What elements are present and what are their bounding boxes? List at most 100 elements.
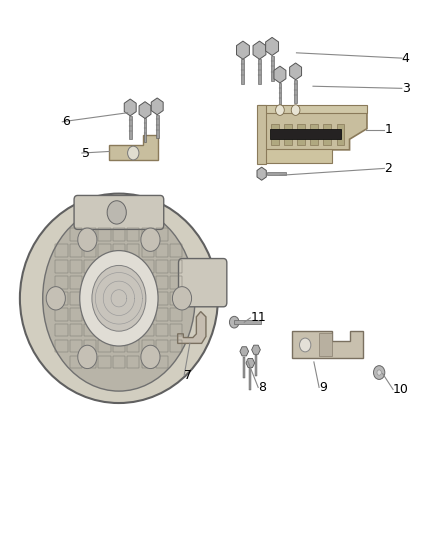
Bar xyxy=(70,308,82,320)
Circle shape xyxy=(127,146,139,160)
Bar xyxy=(70,244,82,257)
Bar xyxy=(55,260,67,273)
Bar xyxy=(170,324,183,336)
Circle shape xyxy=(43,206,195,391)
Bar xyxy=(99,340,111,352)
Circle shape xyxy=(141,228,160,252)
Bar xyxy=(156,356,168,368)
Ellipse shape xyxy=(20,193,218,403)
Polygon shape xyxy=(124,99,136,116)
Bar xyxy=(279,83,281,106)
Bar xyxy=(156,276,168,289)
Bar xyxy=(70,276,82,289)
Bar xyxy=(84,260,96,273)
Bar xyxy=(70,292,82,305)
Bar xyxy=(141,324,154,336)
Polygon shape xyxy=(284,124,292,144)
Text: 3: 3 xyxy=(402,82,410,95)
Bar xyxy=(127,228,139,241)
Bar xyxy=(156,324,168,336)
Text: 5: 5 xyxy=(82,147,90,159)
Bar xyxy=(127,292,139,305)
Polygon shape xyxy=(151,98,163,115)
Bar xyxy=(55,308,67,320)
Bar xyxy=(99,276,111,289)
Bar xyxy=(249,368,251,390)
Bar xyxy=(99,308,111,320)
Text: 6: 6 xyxy=(62,115,70,128)
Bar xyxy=(70,340,82,352)
Polygon shape xyxy=(266,37,279,55)
FancyBboxPatch shape xyxy=(74,196,164,229)
Bar xyxy=(156,292,168,305)
Bar xyxy=(156,244,168,257)
Bar xyxy=(99,356,111,368)
Bar xyxy=(170,308,183,320)
Polygon shape xyxy=(271,124,279,144)
Text: 9: 9 xyxy=(319,381,327,394)
Bar xyxy=(113,308,125,320)
Bar xyxy=(144,118,146,142)
Bar xyxy=(127,260,139,273)
Bar xyxy=(55,324,67,336)
Text: 7: 7 xyxy=(184,369,192,382)
Text: 4: 4 xyxy=(402,52,410,64)
Polygon shape xyxy=(319,333,332,356)
Circle shape xyxy=(276,105,284,115)
Polygon shape xyxy=(258,106,367,113)
Bar xyxy=(170,340,183,352)
Polygon shape xyxy=(292,331,363,358)
Bar xyxy=(84,356,96,368)
Polygon shape xyxy=(258,108,367,150)
Bar xyxy=(99,228,111,241)
Bar xyxy=(271,55,274,80)
Bar xyxy=(84,228,96,241)
Polygon shape xyxy=(178,312,206,343)
Bar xyxy=(113,356,125,368)
Circle shape xyxy=(141,345,160,369)
Bar xyxy=(84,324,96,336)
Bar xyxy=(170,260,183,273)
Circle shape xyxy=(230,317,239,328)
Circle shape xyxy=(107,201,126,224)
Bar xyxy=(70,324,82,336)
Polygon shape xyxy=(297,124,305,144)
Bar xyxy=(70,260,82,273)
Polygon shape xyxy=(290,63,302,80)
Circle shape xyxy=(78,345,97,369)
Bar xyxy=(127,356,139,368)
Bar xyxy=(55,244,67,257)
Bar xyxy=(243,357,245,378)
Text: 2: 2 xyxy=(385,162,392,175)
Bar xyxy=(84,340,96,352)
Bar xyxy=(70,356,82,368)
Polygon shape xyxy=(240,347,249,356)
Circle shape xyxy=(377,370,381,375)
Bar xyxy=(141,228,154,241)
Bar xyxy=(99,260,111,273)
Bar xyxy=(267,172,286,175)
Bar xyxy=(141,276,154,289)
Bar xyxy=(141,260,154,273)
Bar xyxy=(170,276,183,289)
Bar xyxy=(170,292,183,305)
Polygon shape xyxy=(274,66,286,83)
Bar xyxy=(113,340,125,352)
Polygon shape xyxy=(237,41,249,59)
Polygon shape xyxy=(110,135,158,160)
Bar xyxy=(156,308,168,320)
Bar xyxy=(55,292,67,305)
Text: 8: 8 xyxy=(258,381,266,394)
Circle shape xyxy=(92,265,146,331)
Bar xyxy=(156,228,168,241)
Bar xyxy=(141,244,154,257)
Bar xyxy=(234,320,261,324)
Bar xyxy=(113,324,125,336)
Bar xyxy=(70,228,82,241)
Bar xyxy=(170,244,183,257)
Bar xyxy=(84,276,96,289)
Circle shape xyxy=(291,105,300,115)
Polygon shape xyxy=(257,167,266,180)
Bar xyxy=(156,115,159,138)
Bar xyxy=(55,276,67,289)
